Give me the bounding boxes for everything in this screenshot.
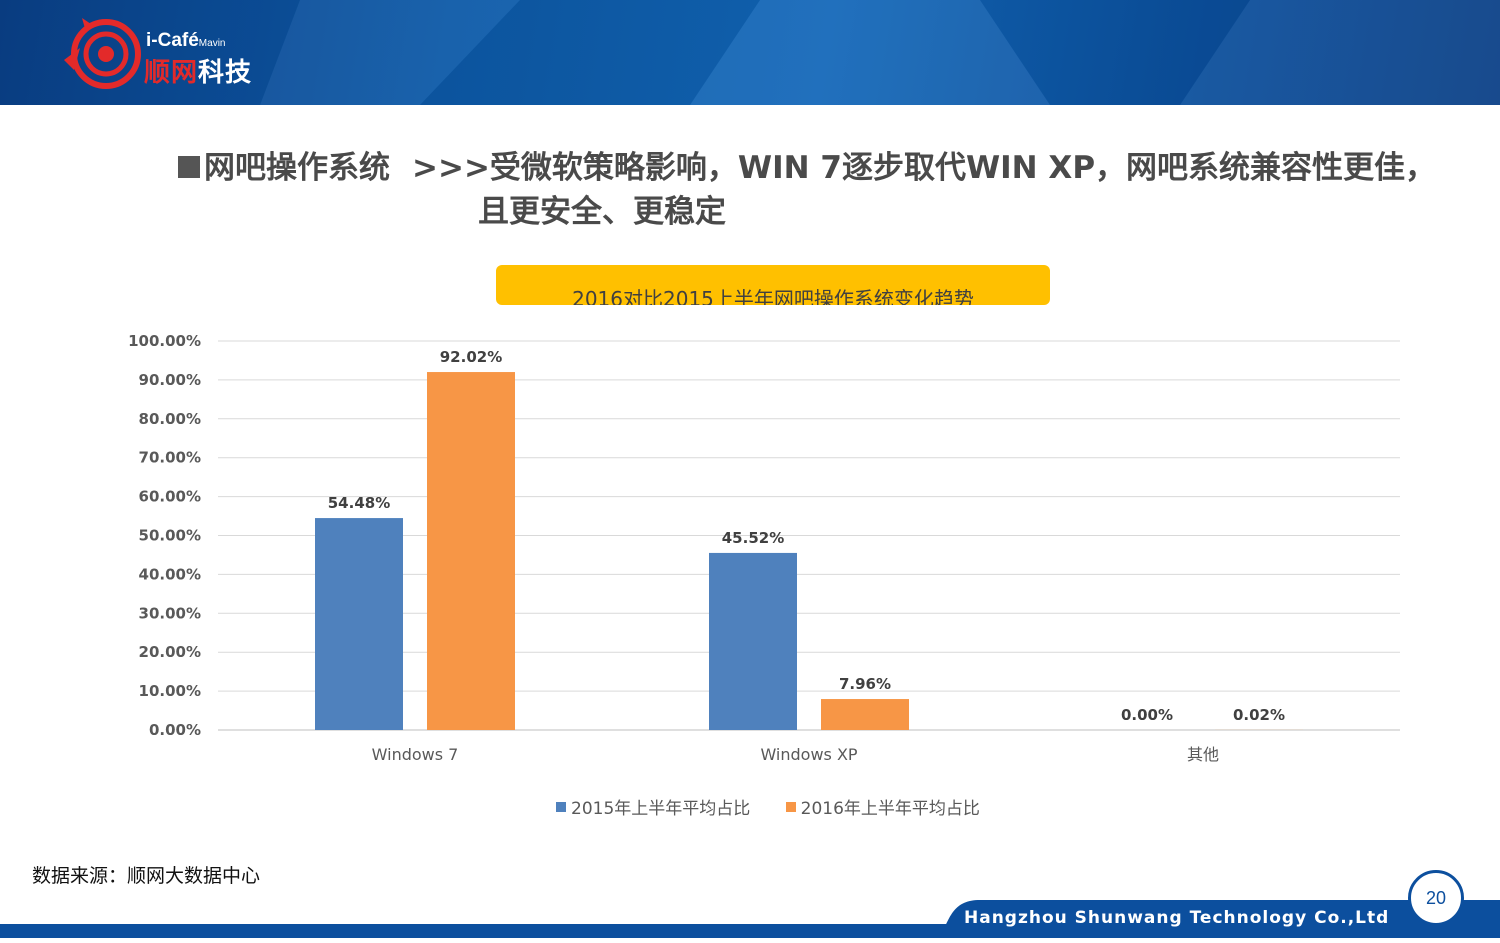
y-tick-label: 10.00% [139, 682, 201, 700]
slide-headline: 网吧操作系统 >>>受微软策略影响，WIN 7逐步取代WIN XP，网吧系统兼容性… [178, 146, 1468, 234]
bar [821, 699, 909, 730]
headline-topic: 网吧操作系统 [204, 150, 390, 186]
headline-rest: >>>受微软策略影响，WIN 7逐步取代WIN XP，网吧系统兼容性更佳， [412, 150, 1436, 186]
y-tick-label: 60.00% [139, 488, 201, 506]
legend-label-2016: 2016年上半年平均占比 [801, 794, 980, 819]
data-label: 54.48% [328, 494, 390, 512]
chart-title: 2016对比2015上半年网吧操作系统变化趋势 [496, 283, 1050, 305]
target-logo-icon [60, 12, 144, 92]
y-tick-label: 80.00% [139, 410, 201, 428]
y-tick-label: 70.00% [139, 449, 201, 467]
bar [315, 518, 403, 730]
x-tick-label: Windows XP [760, 745, 857, 764]
y-tick-label: 0.00% [149, 721, 201, 739]
logo-chinese-text: 顺网科技 [144, 52, 252, 89]
company-logo: i-CaféMavin 顺网科技 [60, 12, 300, 92]
legend-swatch-2015 [556, 802, 566, 812]
bar-chart: 0.00% 10.00% 20.00% 30.00% 40.00% 50.00% 60.00… [0, 320, 1500, 780]
legend-item-2016: 2016年上半年平均占比 [786, 794, 980, 819]
header-banner: i-CaféMavin 顺网科技 [0, 0, 1500, 105]
x-tick-label: Windows 7 [372, 745, 459, 764]
legend-label-2015: 2015年上半年平均占比 [571, 794, 750, 819]
bar [709, 553, 797, 730]
y-tick-label: 100.00% [128, 332, 201, 350]
data-label: 0.00% [1121, 706, 1173, 724]
x-tick-label: 其他 [1187, 745, 1219, 764]
square-bullet-icon [178, 156, 200, 178]
data-label: 92.02% [440, 348, 502, 366]
headline-line2: 且更安全、更稳定 [178, 190, 1468, 234]
y-tick-label: 30.00% [139, 604, 201, 622]
y-tick-label: 90.00% [139, 371, 201, 389]
y-tick-label: 20.00% [139, 643, 201, 661]
page-number: 20 [1408, 870, 1464, 926]
company-name: Hangzhou Shunwang Technology Co.,Ltd [964, 908, 1389, 928]
legend-swatch-2016 [786, 802, 796, 812]
bar [427, 372, 515, 730]
y-tick-label: 40.00% [139, 565, 201, 583]
data-label: 0.02% [1233, 706, 1285, 724]
data-label: 45.52% [722, 529, 784, 547]
chart-legend: 2015年上半年平均占比 2016年上半年平均占比 [556, 794, 1010, 819]
data-source-note: 数据来源：顺网大数据中心 [32, 861, 260, 888]
logo-latin-text: i-CaféMavin [146, 30, 225, 52]
chart-title-banner: 2016对比2015上半年网吧操作系统变化趋势 [496, 265, 1050, 305]
data-label: 7.96% [839, 675, 891, 693]
y-tick-label: 50.00% [139, 527, 201, 545]
legend-item-2015: 2015年上半年平均占比 [556, 794, 750, 819]
